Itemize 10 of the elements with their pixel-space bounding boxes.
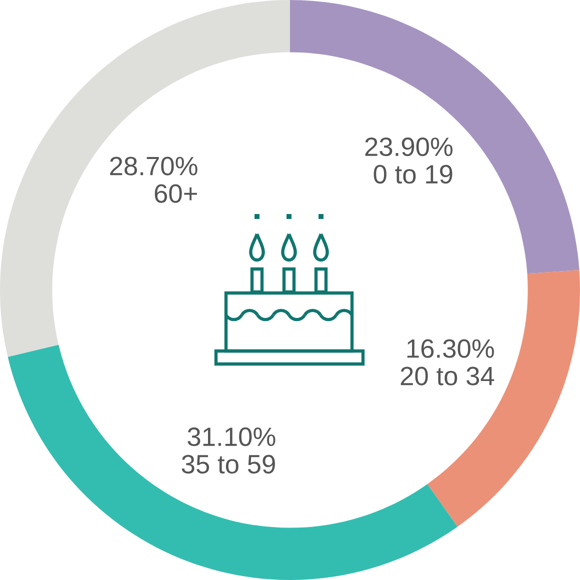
- slice-label: 0 to 19: [374, 164, 452, 184]
- data-label: 23.90%: [365, 137, 453, 156]
- donut-slice: [290, 0, 580, 274]
- slice-label: 35 to 59: [182, 454, 275, 474]
- slice-label: 60+: [154, 184, 197, 203]
- data-label: 16.30%: [407, 339, 494, 358]
- data-label: 31.10%: [188, 427, 276, 446]
- donut-slice: [0, 0, 290, 357]
- data-label: 28.70%: [110, 156, 198, 176]
- slice-label: 20 to 34: [400, 366, 494, 386]
